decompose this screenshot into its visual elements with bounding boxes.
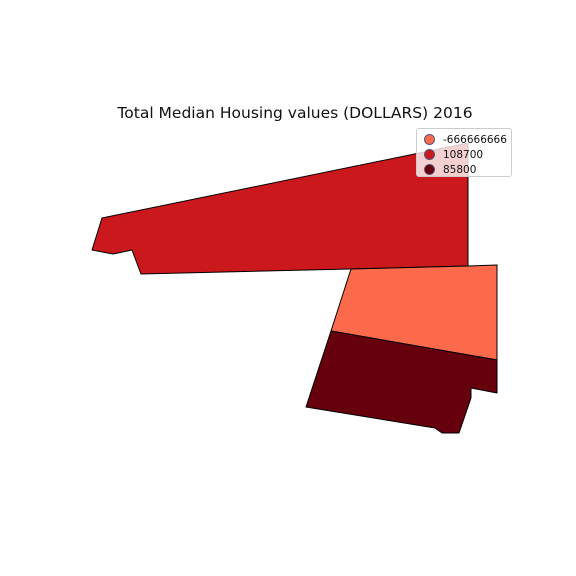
map-title: Total Median Housing values (DOLLARS) 20… bbox=[117, 104, 473, 122]
legend-marker-icon bbox=[424, 149, 435, 160]
region-85800 bbox=[305, 330, 498, 434]
legend-label: 108700 bbox=[443, 148, 484, 161]
legend-marker-icon bbox=[424, 134, 435, 145]
legend-item: 85800 bbox=[424, 162, 511, 177]
region-108700 bbox=[91, 142, 469, 275]
legend-item: -666666666 bbox=[424, 132, 511, 147]
legend-marker-icon bbox=[424, 164, 435, 175]
map-legend: -666666666 108700 85800 bbox=[416, 128, 512, 177]
legend-label: 85800 bbox=[443, 163, 477, 176]
region-neg666666666 bbox=[330, 264, 498, 361]
legend-label: -666666666 bbox=[443, 133, 507, 146]
legend-item: 108700 bbox=[424, 147, 511, 162]
